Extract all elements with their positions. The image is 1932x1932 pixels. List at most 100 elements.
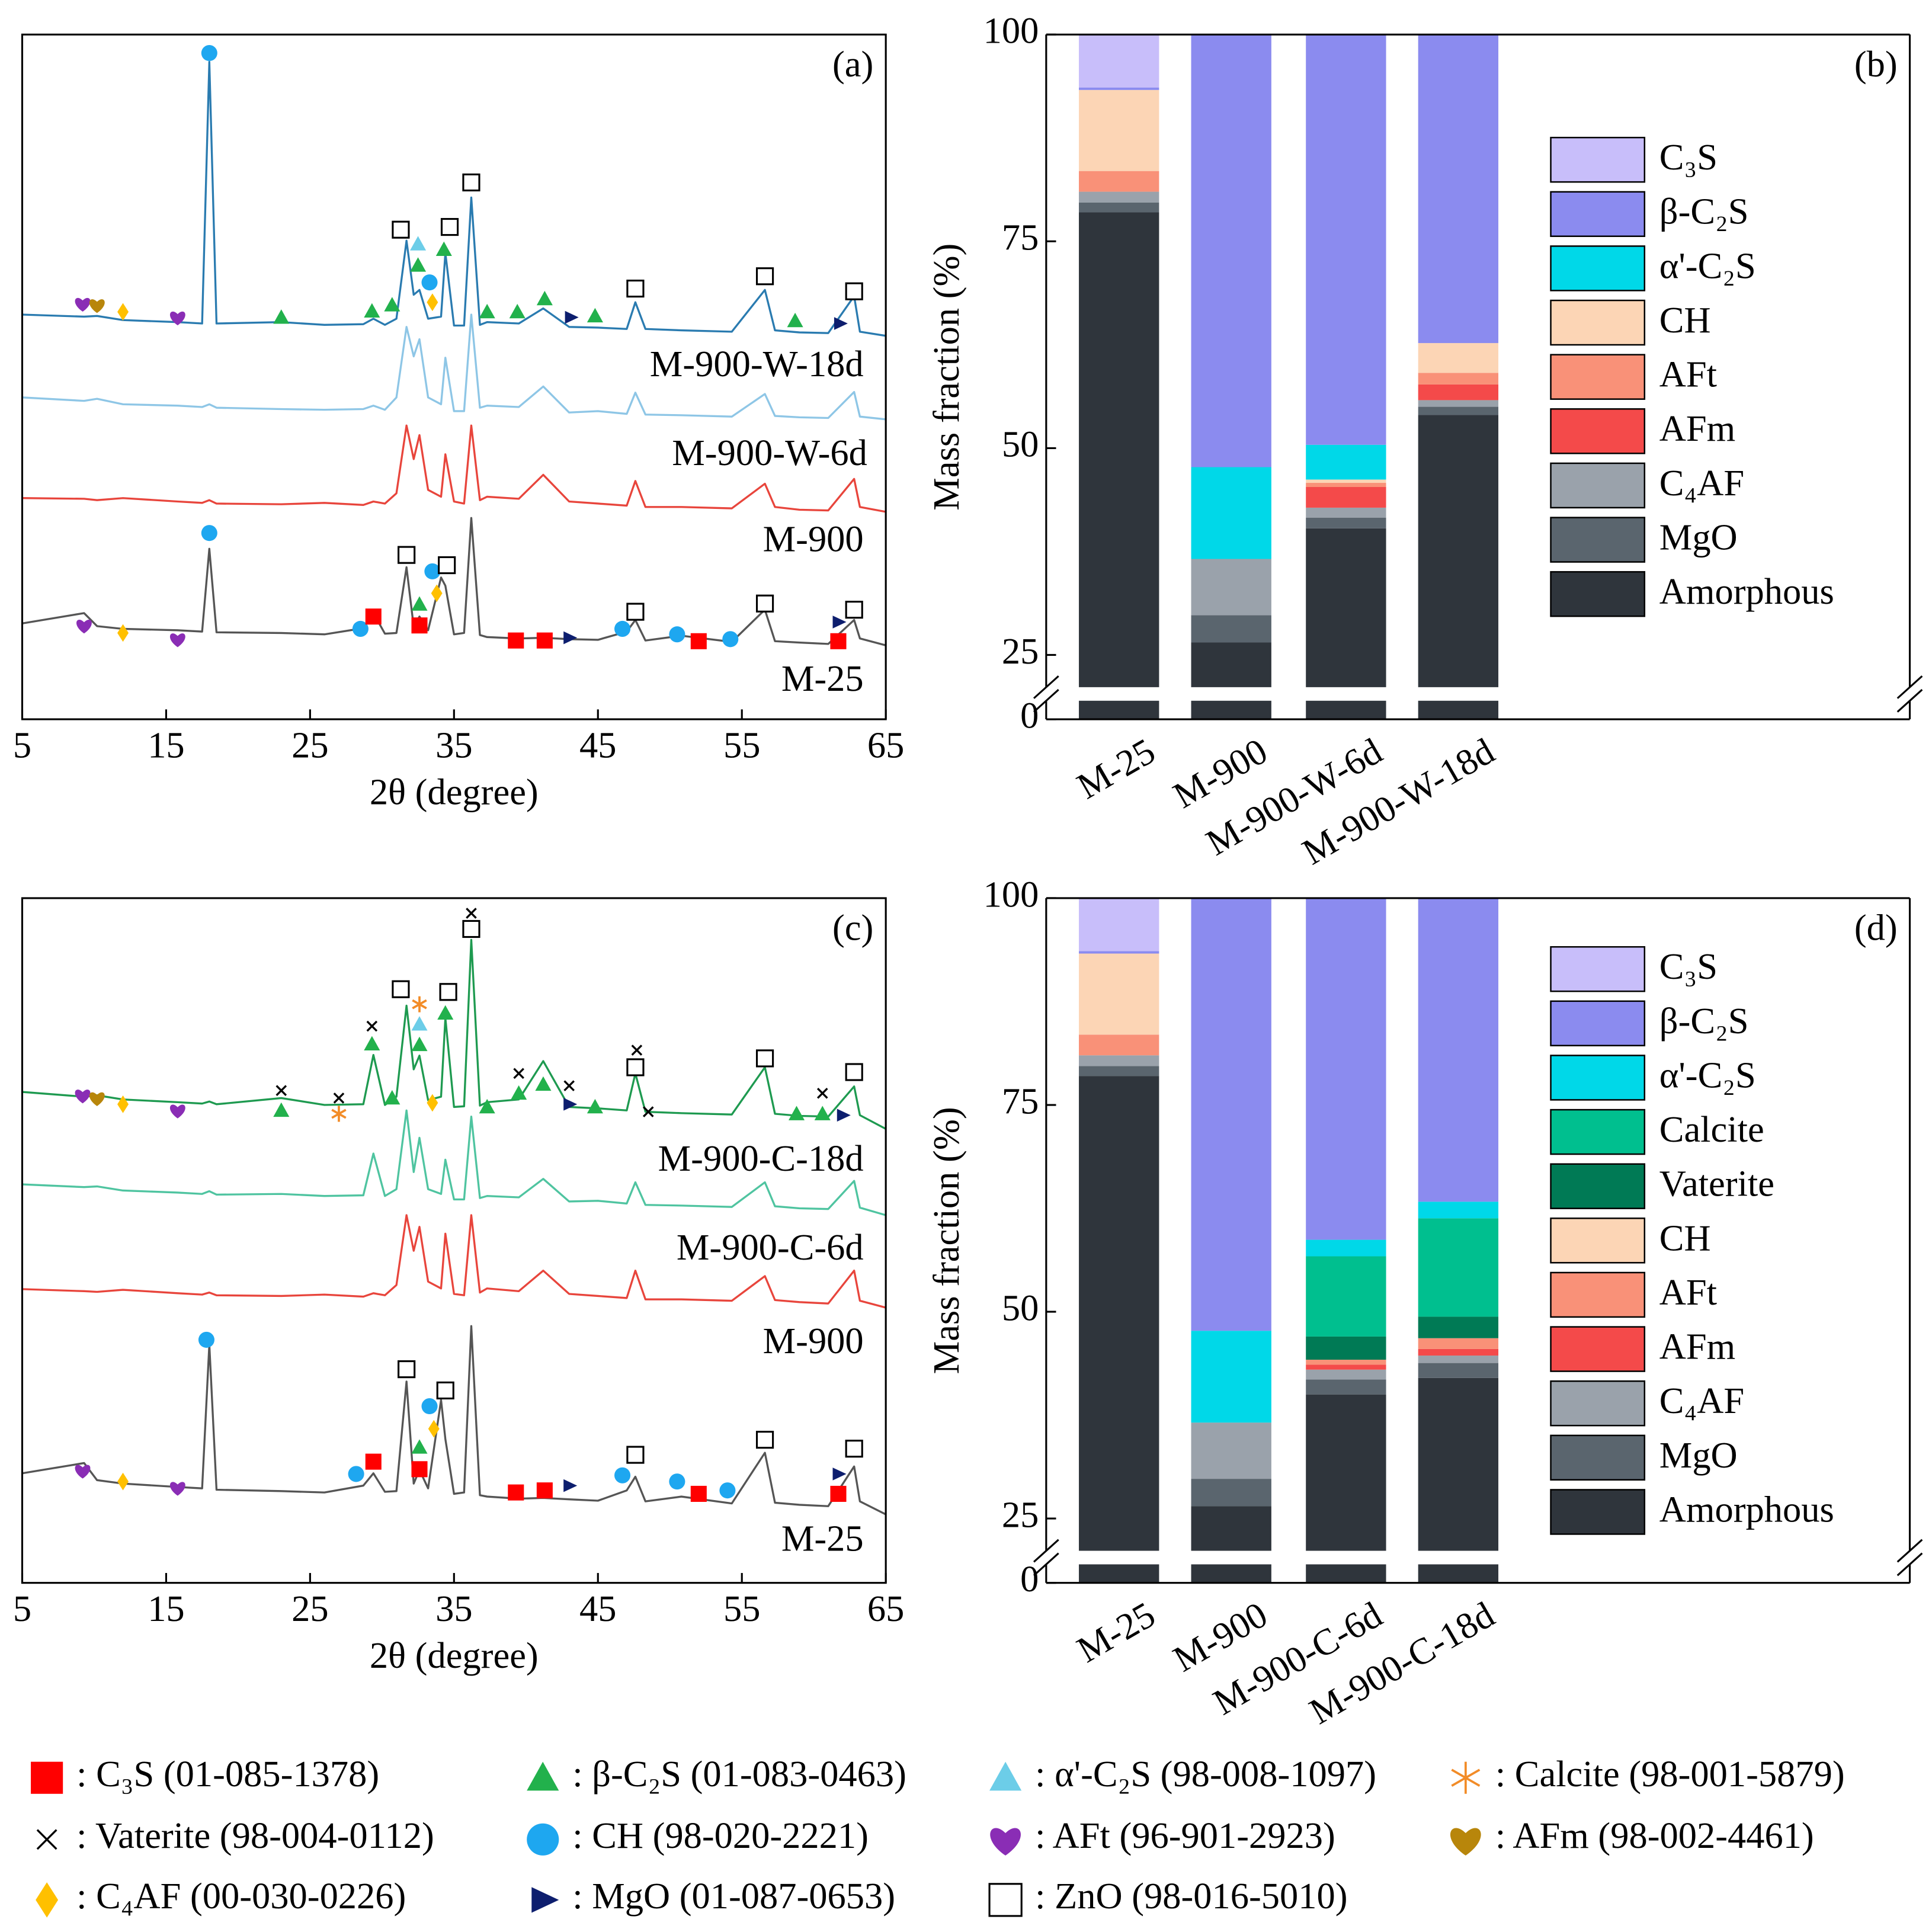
marker-triangle [437, 1005, 454, 1020]
series-label: M-900-C-6d [677, 1226, 864, 1268]
axis-break [1033, 1552, 1059, 1577]
marker-circle [348, 1466, 364, 1482]
phase-legend-label: : AFm (98-002-4461) [1495, 1815, 1814, 1856]
marker-arrow [832, 1468, 847, 1481]
bar-segment [1191, 700, 1271, 720]
marker-triangle [364, 303, 380, 318]
marker-diamond [117, 1472, 129, 1491]
marker-diamond [431, 584, 443, 603]
marker-triangle [479, 1098, 495, 1114]
x-axis-title: 2θ (degree) [370, 1635, 539, 1676]
marker-triangle [989, 1761, 1022, 1791]
marker-heart [1450, 1828, 1481, 1856]
phase-legend-label: : ZnO (98-016-5010) [1035, 1875, 1347, 1917]
bar-segment [1079, 953, 1159, 1035]
bar-segment [1191, 467, 1271, 559]
marker-cross [275, 1085, 287, 1097]
bar-segment [1079, 34, 1159, 88]
marker-circle [669, 1473, 685, 1490]
x-tick-label: 25 [291, 1588, 328, 1629]
bar-segment [1418, 1316, 1499, 1338]
y-tick-label: 50 [1002, 424, 1039, 465]
legend-swatch [1550, 1108, 1646, 1155]
phase-legend-label: : CH (98-020-2221) [572, 1815, 869, 1856]
marker-box [398, 546, 416, 564]
xrd-line [22, 313, 886, 421]
marker-arrow [837, 1108, 851, 1122]
marker-arrow [531, 1887, 559, 1913]
bar-segment [1418, 343, 1499, 373]
marker-triangle [384, 1090, 401, 1105]
legend-label: α'-C₂S [1659, 245, 1756, 286]
marker-arrow [834, 317, 848, 330]
marker-square [690, 1485, 707, 1502]
xrd-line [22, 1214, 886, 1309]
marker-square [31, 1761, 63, 1794]
bar-segment [1418, 700, 1499, 720]
legend-swatch [1550, 517, 1646, 563]
phase-legend-label: : C₄AF (00-030-0226) [76, 1875, 406, 1917]
bar-segment [1418, 415, 1499, 687]
marker-square [830, 633, 847, 649]
bar-segment [1079, 171, 1159, 192]
marker-triangle [384, 297, 401, 312]
bar-segment [1079, 87, 1159, 90]
marker-circle [669, 626, 685, 643]
marker-triangle [509, 303, 526, 319]
marker-box [626, 603, 645, 621]
bar-segment [1191, 1564, 1271, 1583]
marker-diamond [427, 293, 438, 312]
bar-segment [1418, 1218, 1499, 1317]
phase-legend-label: : α'-C₂S (98-008-1097) [1035, 1753, 1376, 1795]
marker-circle [719, 1482, 736, 1499]
legend-label: β-C₂S [1659, 191, 1749, 232]
series-label: M-900-W-6d [672, 432, 867, 473]
bar-segment [1079, 1076, 1159, 1551]
marker-triangle [411, 1439, 428, 1454]
marker-triangle [814, 1106, 831, 1120]
marker-triangle [479, 303, 495, 319]
axis-break [1033, 1539, 1059, 1563]
bar-segment [1079, 951, 1159, 954]
axis-break [1896, 675, 1923, 699]
legend-label: C₃S [1659, 136, 1718, 178]
marker-triangle [411, 596, 428, 611]
marker-box [845, 1440, 863, 1458]
x-tick-label: 65 [867, 1588, 904, 1629]
bar-segment [1306, 487, 1386, 508]
phase-legend-label: : AFt (96-901-2923) [1035, 1815, 1335, 1856]
marker-cross [816, 1088, 828, 1099]
legend-swatch [1550, 1271, 1646, 1318]
legend-swatch [1550, 462, 1646, 509]
marker-triangle [364, 1036, 380, 1050]
x-tick-label: 55 [723, 724, 760, 765]
x-tick-label: 5 [13, 1588, 31, 1629]
x-tick-label: 55 [723, 1588, 760, 1629]
x-axis-title: 2θ (degree) [370, 771, 539, 812]
marker-cross [333, 1092, 345, 1104]
marker-box [626, 1446, 645, 1464]
marker-heart [75, 297, 91, 312]
marker-box [392, 220, 410, 239]
y-tick-label: 100 [983, 873, 1039, 915]
bar-segment [1418, 1363, 1499, 1378]
marker-circle [198, 1331, 214, 1348]
marker-square [830, 1485, 847, 1502]
axis-break [1033, 688, 1059, 713]
bar-segment [1079, 1055, 1159, 1066]
bar-segment [1079, 898, 1159, 951]
bar-segment [1306, 1360, 1386, 1365]
bar-segment [1191, 1506, 1271, 1551]
x-tick-label: 25 [291, 724, 328, 765]
axis-break [1896, 1539, 1923, 1563]
legend-label: C₄AF [1659, 1380, 1744, 1421]
y-axis-title: Mass fraction (%) [925, 243, 967, 511]
legend-swatch [1550, 1217, 1646, 1264]
marker-heart [169, 633, 185, 648]
panel-label: (b) [1854, 43, 1898, 85]
bar-segment [1306, 1256, 1386, 1337]
marker-box [398, 1360, 416, 1379]
legend-label: Calcite [1659, 1108, 1764, 1150]
marker-box [462, 173, 480, 192]
